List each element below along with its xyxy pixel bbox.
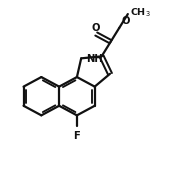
- Text: F: F: [74, 131, 80, 141]
- Text: O: O: [121, 16, 130, 26]
- Text: CH$_3$: CH$_3$: [130, 7, 151, 19]
- Text: NH: NH: [86, 54, 102, 64]
- Text: O: O: [91, 23, 100, 33]
